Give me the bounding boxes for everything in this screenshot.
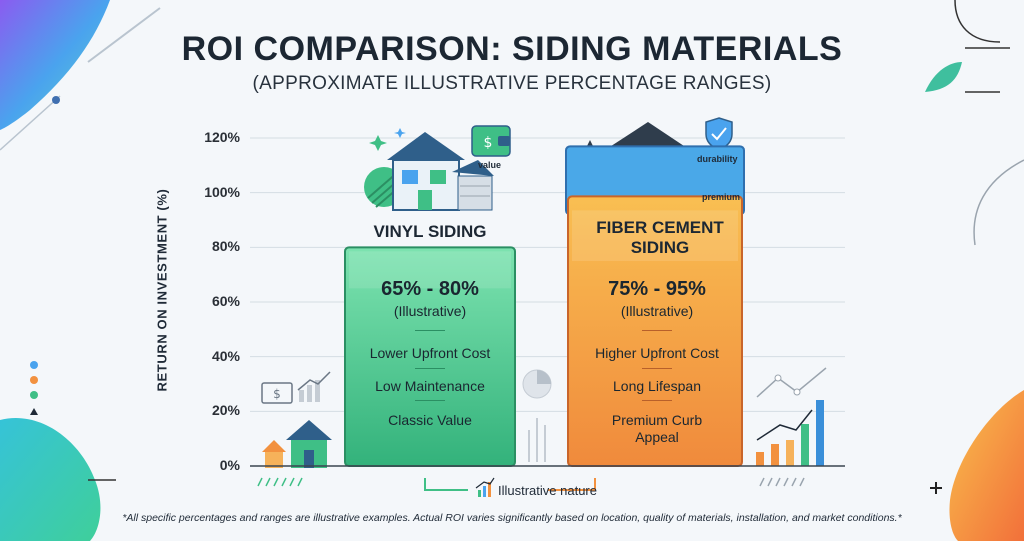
svg-text:$: $ xyxy=(484,135,493,151)
vinyl-illustrative-note: (Illustrative) xyxy=(393,303,467,319)
fiber-feature-item: Long Lifespan xyxy=(613,378,701,394)
growth-bars-icon xyxy=(756,367,827,466)
y-tick-label: 80% xyxy=(211,238,240,255)
y-tick-label: 60% xyxy=(211,293,240,309)
fiber-illustrative-note: (Illustrative) xyxy=(620,303,694,319)
value-icon-label: value xyxy=(478,160,502,170)
y-tick-label: 0% xyxy=(219,457,240,473)
separator xyxy=(642,400,672,401)
separator xyxy=(415,368,445,369)
legend-note: Illustrative nature xyxy=(498,483,597,498)
legend-decoration xyxy=(257,477,805,497)
separator xyxy=(415,330,445,331)
y-tick-label: 20% xyxy=(211,402,240,419)
chart-subtitle: (APPROXIMATE ILLUSTRATIVE PERCENTAGE RAN… xyxy=(252,73,772,94)
vinyl-feature-item: Low Maintenance xyxy=(375,378,485,394)
durability-icon-label: durability xyxy=(697,154,738,164)
pie-chart-icon xyxy=(522,369,552,462)
footnote: *All specific percentages and ranges are… xyxy=(122,512,902,524)
range-band xyxy=(572,210,738,261)
small-houses-icon xyxy=(262,420,332,468)
vinyl-house-icon xyxy=(364,128,494,211)
fiber-feature-item: Premium Curb Appeal xyxy=(611,412,703,445)
vinyl-range-label: 65% - 80% xyxy=(381,278,479,300)
money-chart-icon: $ xyxy=(261,371,331,404)
premium-icon-label: premium xyxy=(702,192,741,202)
y-tick-label: 120% xyxy=(204,129,240,145)
y-tick-label: 40% xyxy=(211,347,240,364)
fiber-range-label: 75% - 95% xyxy=(608,278,706,300)
range-band xyxy=(349,251,511,289)
svg-text:$: $ xyxy=(273,387,281,401)
wallet-icon: $ xyxy=(471,125,511,157)
separator xyxy=(415,400,445,401)
vinyl-siding-label: VINYL SIDING xyxy=(373,222,487,241)
vinyl-feature-item: Classic Value xyxy=(388,412,472,428)
fiber-cement-siding-label: FIBER CEMENT SIDING xyxy=(596,218,724,257)
fiber-feature-item: Higher Upfront Cost xyxy=(595,345,719,361)
separator xyxy=(642,330,672,331)
shield-icon xyxy=(705,117,733,151)
gridlines xyxy=(250,137,845,467)
y-tick-label: 100% xyxy=(204,183,240,200)
vinyl-feature-item: Lower Upfront Cost xyxy=(369,345,491,361)
separator xyxy=(642,368,672,369)
chart-title: ROI COMPARISON: SIDING MATERIALS xyxy=(181,30,843,68)
